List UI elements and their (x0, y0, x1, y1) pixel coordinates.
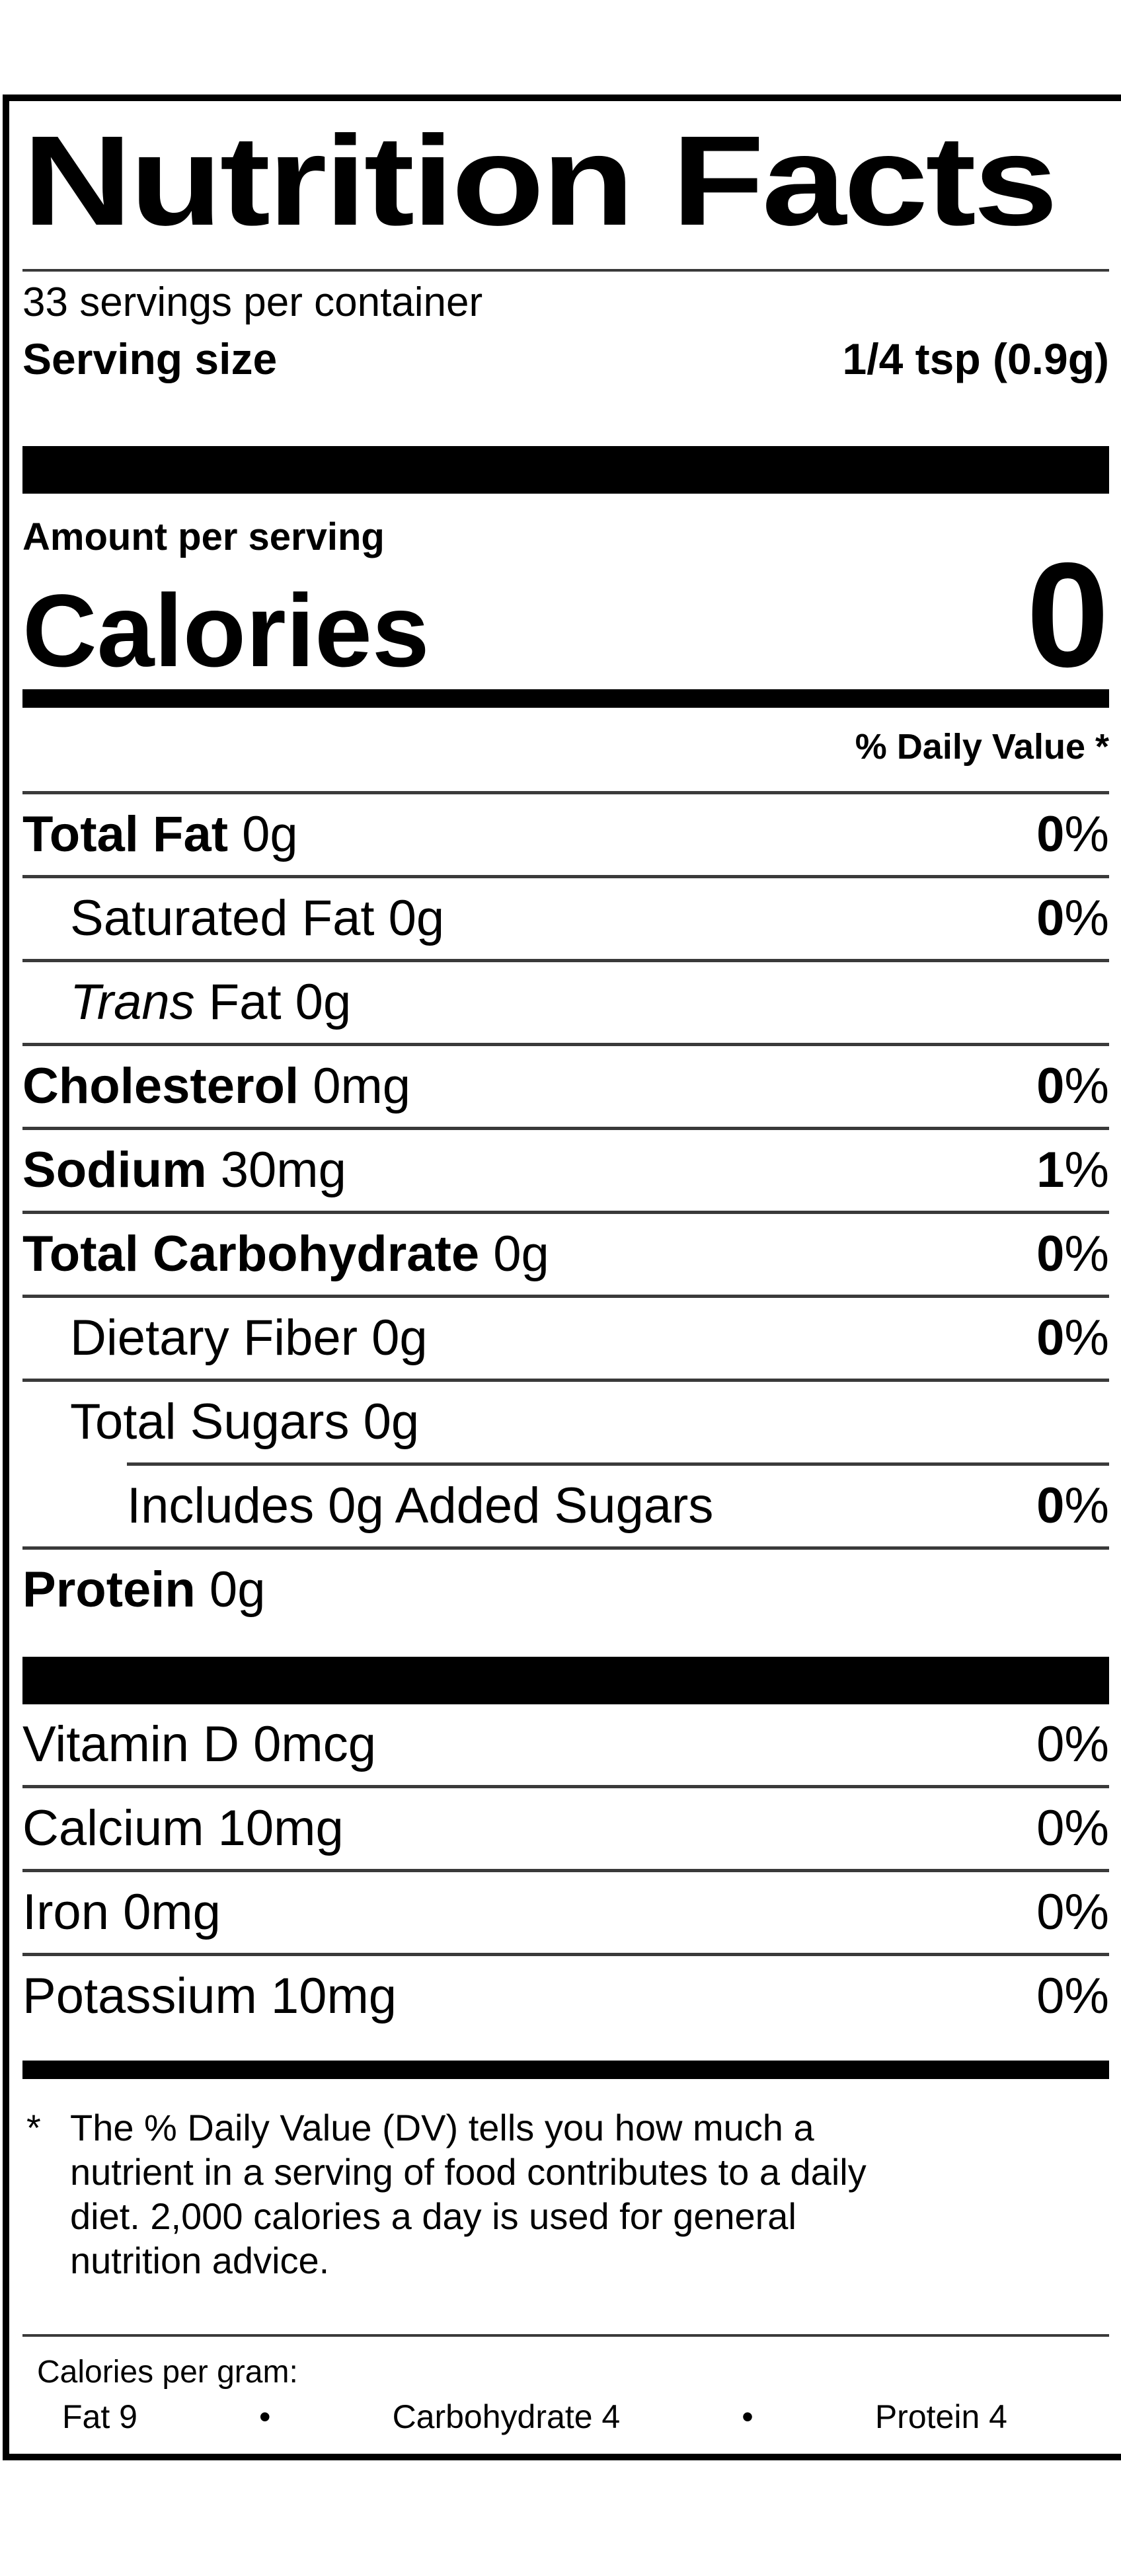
calories-per-gram-item: Carbohydrate 4 (392, 2398, 621, 2435)
nutrient-row: Cholesterol 0mg 0% (22, 1046, 1109, 1127)
nutrient-name: Total Fat 0g (22, 806, 298, 862)
footnote-text: The % Daily Value (DV) tells you how muc… (70, 2107, 867, 2281)
calories-per-gram-item: Protein 4 (874, 2398, 1007, 2435)
calories-value: 0 (1026, 531, 1109, 698)
calories-row: Calories 0 (22, 531, 1109, 698)
divider-rule (22, 1127, 1109, 1130)
daily-value-header: % Daily Value * (855, 727, 1109, 767)
divider-rule (22, 1869, 1109, 1872)
nutrient-name: Saturated Fat 0g (70, 890, 445, 946)
nutrient-row: Total Carbohydrate 0g 0% (22, 1214, 1109, 1295)
nutrient-row: Total Sugars 0g (22, 1382, 1109, 1462)
divider-rule (22, 959, 1109, 962)
nutrient-name: Trans Fat 0g (70, 974, 352, 1030)
divider-rule (22, 1785, 1109, 1788)
serving-size-row: Serving size 1/4 tsp (0.9g) (22, 332, 1109, 385)
footnote: * The % Daily Value (DV) tells you how m… (22, 2079, 1109, 2283)
serving-size-value: 1/4 tsp (0.9g) (842, 334, 1109, 383)
bullet-separator: • (742, 2398, 754, 2435)
daily-value-percent: 0% (1036, 1310, 1109, 1366)
daily-value-percent: 0% (1036, 1226, 1109, 1282)
nutrition-label: Nutrition Facts 33 servings per containe… (3, 95, 1121, 2460)
nutrient-row: Calcium 10mg 0% (22, 1788, 1109, 1869)
nutrient-row: Dietary Fiber 0g 0% (22, 1298, 1109, 1379)
medium-bar (22, 689, 1109, 708)
divider-rule (22, 1546, 1109, 1550)
divider-rule (22, 1953, 1109, 1956)
nutrient-row: Saturated Fat 0g 0% (22, 878, 1109, 959)
nutrient-name: Sodium 30mg (22, 1142, 346, 1198)
nutrient-name: Iron 0mg (22, 1884, 221, 1940)
nutrient-rows: Total Fat 0g 0% Saturated Fat 0g 0% Trans Fa… (22, 794, 1109, 1630)
divider-rule (22, 1295, 1109, 1298)
daily-value-percent: 0% (1036, 1968, 1109, 2024)
divider-rule (22, 1043, 1109, 1046)
nutrient-row: Vitamin D 0mcg 0% (22, 1704, 1109, 1785)
nutrient-row: Potassium 10mg 0% (22, 1956, 1109, 2037)
nutrient-name: Total Carbohydrate 0g (22, 1226, 549, 1282)
nutrient-row: Sodium 30mg 1% (22, 1130, 1109, 1211)
daily-value-percent: 0% (1036, 1478, 1109, 1534)
calories-per-gram-item: Fat 9 (62, 2398, 137, 2435)
divider-rule (22, 269, 1109, 272)
nutrient-row: Protein 0g (22, 1550, 1109, 1630)
thick-bar (22, 1657, 1109, 1704)
nutrient-row: Trans Fat 0g (22, 962, 1109, 1043)
nutrient-row: Iron 0mg 0% (22, 1872, 1109, 1953)
nutrient-row: Includes 0g Added Sugars 0% (22, 1466, 1109, 1546)
calories-per-gram-row: Fat 9 • Carbohydrate 4 • Protein 4 (22, 2398, 1007, 2436)
daily-value-percent: 0% (1036, 1058, 1109, 1114)
nutrient-name: Calcium 10mg (22, 1800, 344, 1856)
bullet-separator: • (259, 2398, 271, 2435)
label-title: Nutrition Facts (22, 109, 1058, 252)
daily-value-percent: 0% (1036, 806, 1109, 862)
divider-rule (22, 2334, 1109, 2337)
nutrient-name: Cholesterol 0mg (22, 1058, 411, 1114)
daily-value-percent: 1% (1036, 1142, 1109, 1198)
nutrient-name: Dietary Fiber 0g (70, 1310, 428, 1366)
serving-size-label: Serving size (22, 334, 278, 383)
divider-rule (22, 791, 1109, 794)
nutrient-name: Protein 0g (22, 1562, 266, 1618)
nutrient-row: Total Fat 0g 0% (22, 794, 1109, 875)
daily-value-percent: 0% (1036, 890, 1109, 946)
daily-value-percent: 0% (1036, 1800, 1109, 1856)
calories-label: Calories (22, 574, 430, 689)
divider-rule (127, 1462, 1109, 1466)
calories-per-gram-label: Calories per gram: (37, 2355, 298, 2390)
servings-per-container: 33 servings per container (22, 280, 483, 325)
micronutrient-rows: Vitamin D 0mcg 0% Calcium 10mg 0% Iron 0mg 0%… (22, 1704, 1109, 2037)
footnote-asterisk: * (26, 2107, 41, 2148)
nutrient-name: Includes 0g Added Sugars (127, 1478, 714, 1534)
nutrient-name: Vitamin D 0mcg (22, 1716, 377, 1772)
thick-bar (22, 446, 1109, 494)
amount-per-serving-label: Amount per serving (22, 515, 385, 558)
daily-value-percent: 0% (1036, 1884, 1109, 1940)
divider-rule (22, 1379, 1109, 1382)
nutrient-name: Potassium 10mg (22, 1968, 397, 2024)
divider-rule (22, 1211, 1109, 1214)
daily-value-percent: 0% (1036, 1716, 1109, 1772)
medium-bar (22, 2061, 1109, 2079)
divider-rule (22, 875, 1109, 878)
nutrient-name: Total Sugars 0g (70, 1394, 420, 1450)
